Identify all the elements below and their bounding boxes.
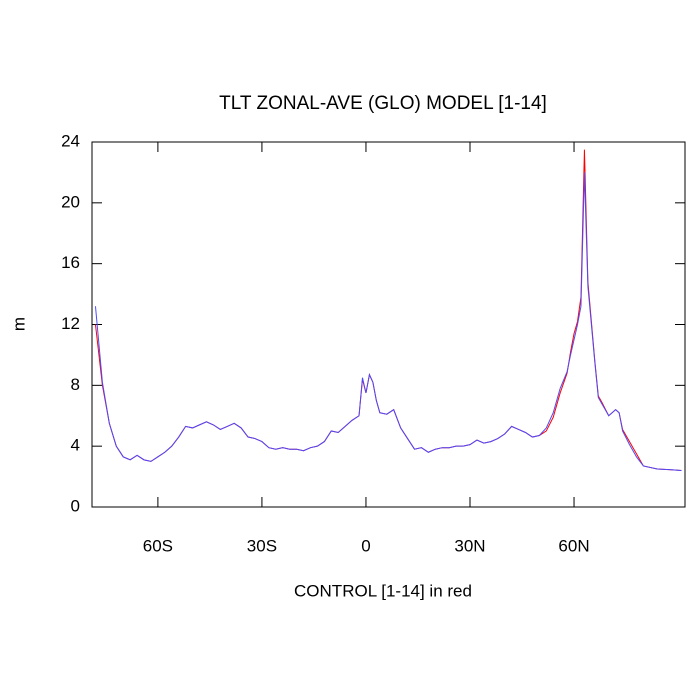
x-axis-label: CONTROL [1-14] in red	[294, 581, 472, 600]
x-tick-label: 30N	[454, 536, 485, 555]
y-tick-label: 0	[71, 496, 80, 515]
y-tick-label: 16	[61, 253, 80, 272]
series-line	[94, 172, 682, 471]
y-tick-label: 4	[71, 436, 80, 455]
x-tick-label: 60N	[558, 536, 589, 555]
series-line	[94, 149, 682, 471]
x-tick-label: 60S	[143, 536, 173, 555]
chart-title: TLT ZONAL-AVE (GLO) MODEL [1-14]	[219, 93, 547, 114]
y-tick-label: 24	[61, 131, 80, 150]
plot-frame	[91, 141, 686, 508]
x-tick-label: 30S	[247, 536, 277, 555]
y-tick-label: 8	[71, 375, 80, 394]
x-tick-label: 0	[361, 536, 370, 555]
y-axis-label: m	[9, 317, 28, 331]
y-tick-label: 20	[61, 192, 80, 211]
y-tick-label: 12	[61, 314, 80, 333]
